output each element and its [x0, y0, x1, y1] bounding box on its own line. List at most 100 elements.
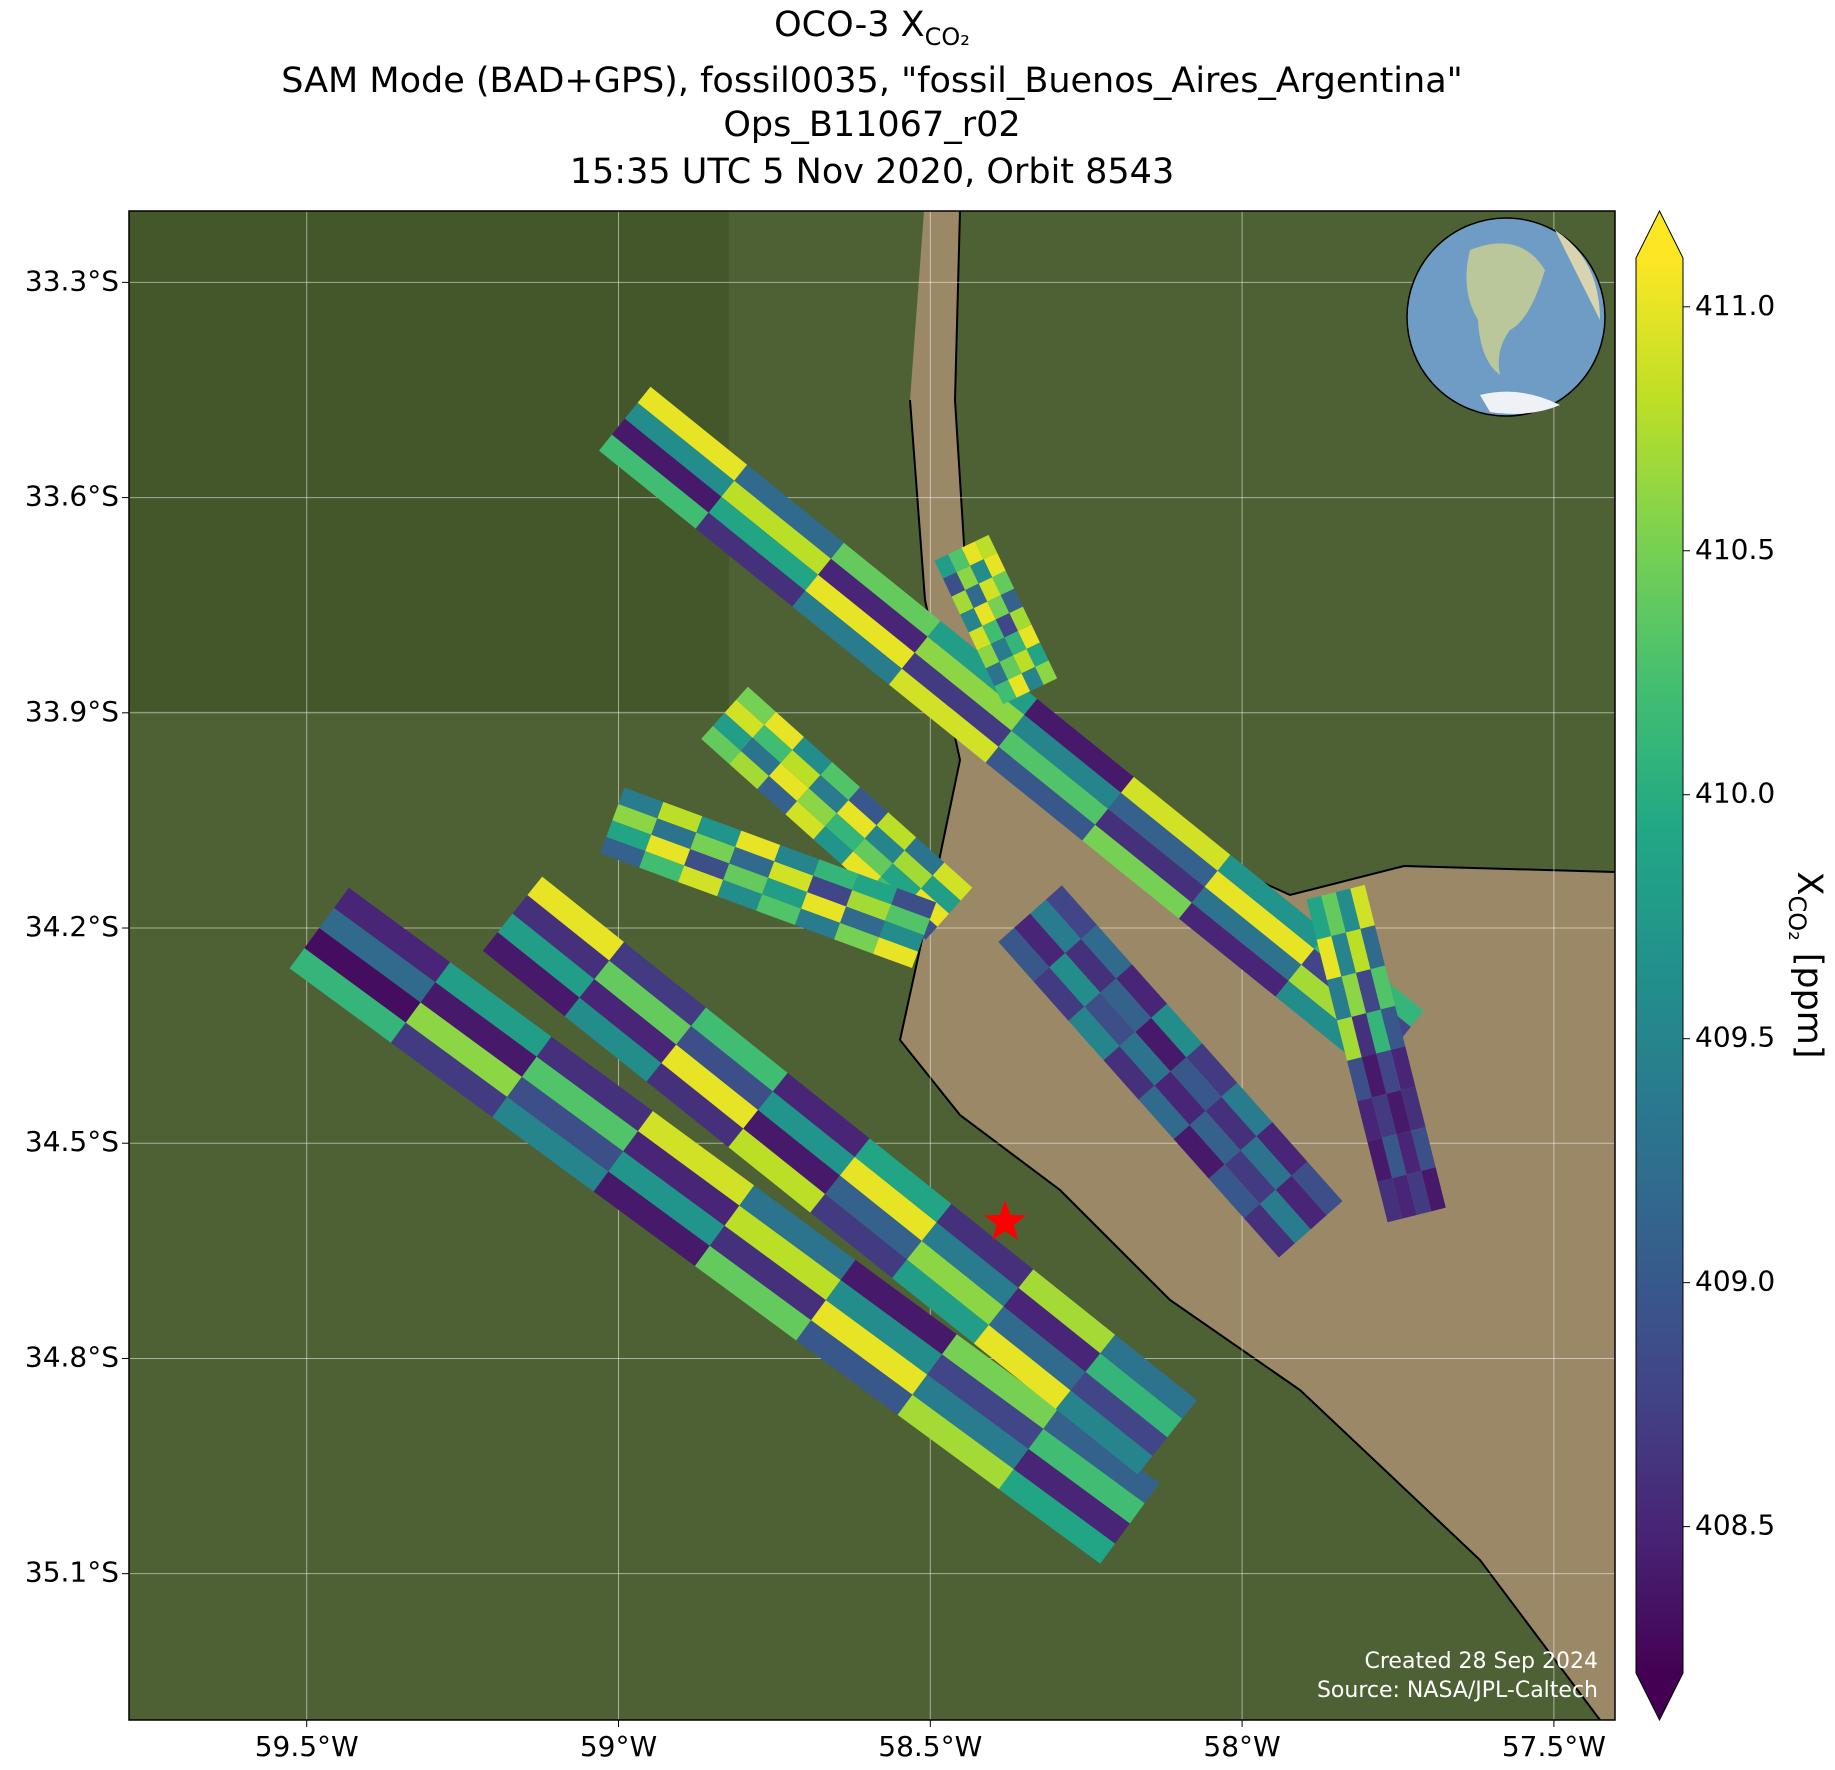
sounding-cell — [977, 643, 1000, 669]
sounding-cell — [818, 558, 928, 653]
sounding-cell — [740, 737, 781, 777]
sounding-cell — [1070, 1371, 1168, 1456]
sounding-cell — [1351, 1013, 1377, 1058]
sounding-cell — [983, 552, 1006, 578]
cb-label-sub: CO₂ — [1783, 895, 1811, 940]
sounding-cell — [1256, 1122, 1308, 1176]
sounding-cell — [594, 960, 692, 1045]
sounding-cell — [1026, 642, 1049, 667]
colorbar-tick-label: 409.5 — [1695, 1021, 1775, 1054]
sounding-cell — [810, 1194, 907, 1279]
sounding-cell — [507, 1076, 624, 1172]
subtitle: SAM Mode (BAD+GPS), fossil0035, "fossil_… — [281, 61, 1463, 101]
sounding-cell — [1024, 698, 1134, 793]
sounding-cell — [968, 626, 991, 651]
sounding-cell — [1421, 1167, 1446, 1212]
sounding-cell — [1081, 924, 1132, 979]
sounding-cell — [1357, 1097, 1382, 1142]
y-tick-label: 35.1°S — [25, 1556, 119, 1589]
sounding-cell — [1205, 1096, 1257, 1151]
sounding-cell — [936, 1203, 1034, 1288]
sounding-cell — [1380, 1005, 1406, 1050]
sounding-cell — [1350, 884, 1375, 929]
sounding-cell — [970, 559, 993, 584]
sounding-cell — [1170, 1057, 1222, 1111]
sounding-cell — [721, 480, 831, 575]
sounding-cell — [1084, 992, 1136, 1047]
colorbar-tick-label: 410.0 — [1695, 777, 1775, 810]
sounding-cell — [1370, 965, 1396, 1010]
sounding-cell — [1116, 964, 1168, 1018]
x-tick-label: 59°W — [580, 1730, 657, 1763]
sounding-cell — [1068, 1006, 1120, 1061]
sounding-cell — [792, 590, 902, 685]
sounding-cell — [405, 1002, 522, 1098]
sounding-cell — [846, 890, 892, 921]
sounding-cell — [1028, 1428, 1145, 1524]
sounding-cell — [1221, 1082, 1273, 1137]
sounding-cell — [853, 838, 893, 877]
sounding-cell — [999, 655, 1022, 680]
sounding-cell — [927, 1354, 1044, 1450]
sounding-cell — [536, 1036, 653, 1132]
y-tick-label: 34.2°S — [25, 910, 119, 943]
sounding-cell — [717, 879, 763, 911]
sounding-cell — [729, 750, 769, 790]
sounding-cell — [728, 1128, 826, 1213]
sounding-cell — [836, 800, 877, 839]
sounding-cell — [564, 997, 662, 1082]
sounding-cell — [888, 668, 999, 763]
sounding-cell — [676, 1026, 773, 1111]
sounding-cell — [521, 1056, 638, 1152]
sounding-cell — [985, 661, 1008, 687]
sounding-cell — [881, 863, 921, 902]
sounding-cell — [808, 775, 849, 814]
sounding-cell — [757, 776, 798, 815]
sounding-cell — [695, 512, 806, 607]
sounding-cell — [965, 583, 988, 609]
sounding-cell — [1243, 1203, 1295, 1258]
sounding-cell — [743, 1110, 840, 1195]
y-tick-label: 33.6°S — [25, 480, 119, 513]
sounding-cell — [764, 711, 804, 750]
sounding-cell — [1003, 1287, 1101, 1372]
sounding-cell — [319, 907, 436, 1003]
sounding-cell — [1154, 1071, 1206, 1126]
sounding-cell — [801, 892, 847, 923]
sounding-cell — [1336, 1016, 1362, 1061]
sounding-cell — [1135, 1017, 1187, 1072]
sounding-cell — [830, 542, 941, 637]
sounding-cell — [1119, 1032, 1171, 1086]
sounding-cell — [772, 1072, 870, 1157]
sounding-cell — [891, 887, 937, 919]
sounding-cell — [1326, 976, 1352, 1021]
sounding-cell — [825, 813, 865, 852]
sounding-cell — [978, 577, 1001, 602]
sounding-cell — [657, 801, 703, 833]
sounding-cell — [608, 1151, 725, 1246]
sounding-cell — [492, 1097, 609, 1192]
sounding-cell — [1186, 1043, 1238, 1097]
sounding-cell — [947, 547, 971, 573]
sounding-cell — [852, 873, 898, 905]
sounding-cell — [864, 825, 905, 864]
sounding-cell — [1189, 1110, 1241, 1165]
sounding-cell — [1065, 939, 1117, 993]
sounding-cell — [834, 922, 880, 954]
sounding-cell — [497, 913, 595, 998]
sounding-cell — [848, 787, 889, 826]
sounding-cell — [758, 1091, 855, 1176]
sounding-cell — [998, 1469, 1116, 1564]
sounding-cell — [1355, 969, 1381, 1014]
sounding-cell — [623, 1131, 740, 1226]
sounding-cell — [1085, 1353, 1183, 1438]
sounding-cell — [975, 534, 998, 560]
sounding-cell — [734, 464, 844, 559]
sounding-cell — [482, 932, 580, 1017]
sounding-cell — [879, 920, 925, 952]
colorbar-extend-min — [1636, 1673, 1683, 1720]
subtitle: 15:35 UTC 5 Nov 2020, Orbit 8543 — [570, 152, 1174, 192]
sounding-cell — [1345, 928, 1371, 973]
sounding-cell — [600, 836, 646, 868]
sounding-cell — [1191, 886, 1302, 981]
